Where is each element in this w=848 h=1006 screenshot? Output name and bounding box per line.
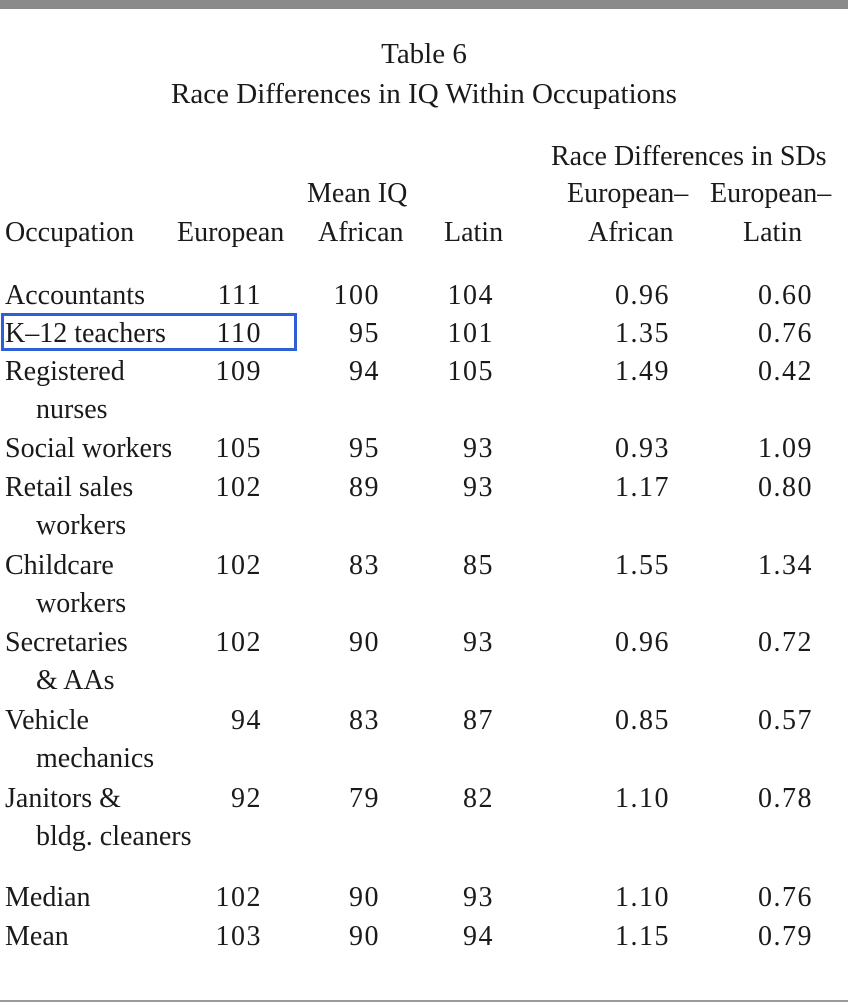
occupation-cell-continued: mechanics [36, 743, 155, 774]
european-african-sd-cell: 1.15 [615, 921, 670, 952]
bottom-rule [0, 1000, 848, 1002]
latin-iq-cell: 93 [463, 472, 494, 503]
african-iq-cell: 90 [349, 921, 380, 952]
european-iq-cell: 102 [215, 550, 262, 581]
occupation-cell: Secretaries [5, 627, 128, 658]
african-iq-cell: 95 [349, 318, 380, 349]
latin-iq-cell: 94 [463, 921, 494, 952]
african-iq-cell: 95 [349, 433, 380, 464]
european-latin-sd-cell: 0.76 [758, 882, 813, 913]
header-european-latin-top: European– [710, 178, 832, 209]
latin-iq-cell: 104 [447, 280, 494, 311]
summary-label-cell: Median [5, 882, 91, 913]
european-african-sd-cell: 1.35 [615, 318, 670, 349]
occupation-cell: Retail sales [5, 472, 134, 503]
african-iq-cell: 100 [333, 280, 380, 311]
european-iq-cell: 102 [215, 627, 262, 658]
table-subtitle: Race Differences in IQ Within Occupation… [171, 78, 677, 110]
european-african-sd-cell: 1.10 [615, 783, 670, 814]
header-european: European [177, 217, 285, 248]
occupation-cell: Janitors & [5, 783, 121, 814]
european-african-sd-cell: 1.17 [615, 472, 670, 503]
occupation-cell: Vehicle [5, 705, 89, 736]
european-latin-sd-cell: 0.60 [758, 280, 813, 311]
african-iq-cell: 79 [349, 783, 380, 814]
latin-iq-cell: 105 [447, 356, 494, 387]
highlight-box [1, 313, 297, 351]
european-latin-sd-cell: 1.09 [758, 433, 813, 464]
occupation-cell: Childcare [5, 550, 114, 581]
header-european-latin-bottom: Latin [743, 217, 803, 248]
european-iq-cell: 105 [215, 433, 262, 464]
occupation-cell-continued: & AAs [36, 665, 115, 696]
european-latin-sd-cell: 0.80 [758, 472, 813, 503]
occupation-cell: Social workers [5, 433, 173, 464]
european-latin-sd-cell: 0.57 [758, 705, 813, 736]
european-iq-cell: 94 [231, 705, 262, 736]
header-european-african-top: European– [567, 178, 689, 209]
header-african: African [318, 217, 404, 248]
european-latin-sd-cell: 0.76 [758, 318, 813, 349]
european-african-sd-cell: 0.96 [615, 627, 670, 658]
african-iq-cell: 89 [349, 472, 380, 503]
occupation-cell-continued: nurses [36, 394, 108, 425]
occupation-cell-continued: workers [36, 510, 127, 541]
african-iq-cell: 94 [349, 356, 380, 387]
african-iq-cell: 83 [349, 550, 380, 581]
latin-iq-cell: 85 [463, 550, 494, 581]
header-latin: Latin [444, 217, 504, 248]
latin-iq-cell: 93 [463, 627, 494, 658]
european-african-sd-cell: 0.85 [615, 705, 670, 736]
african-iq-cell: 90 [349, 882, 380, 913]
european-iq-cell: 92 [231, 783, 262, 814]
occupation-cell-continued: workers [36, 588, 127, 619]
header-mean-iq: Mean IQ [307, 178, 408, 209]
latin-iq-cell: 101 [447, 318, 494, 349]
header-race-differences: Race Differences in SDs [551, 141, 827, 172]
european-iq-cell: 110 [216, 318, 262, 349]
latin-iq-cell: 93 [463, 433, 494, 464]
european-iq-cell: 109 [215, 356, 262, 387]
european-iq-cell: 111 [217, 280, 262, 311]
table-title: Table 6 [381, 38, 467, 70]
african-iq-cell: 83 [349, 705, 380, 736]
top-rule [0, 0, 848, 9]
european-iq-cell: 103 [215, 921, 262, 952]
occupation-cell: Registered [5, 356, 125, 387]
european-latin-sd-cell: 0.72 [758, 627, 813, 658]
european-iq-cell: 102 [215, 882, 262, 913]
header-occupation: Occupation [5, 217, 135, 248]
european-latin-sd-cell: 0.78 [758, 783, 813, 814]
european-african-sd-cell: 1.49 [615, 356, 670, 387]
european-iq-cell: 102 [215, 472, 262, 503]
european-african-sd-cell: 0.96 [615, 280, 670, 311]
european-latin-sd-cell: 1.34 [758, 550, 813, 581]
latin-iq-cell: 87 [463, 705, 494, 736]
european-african-sd-cell: 1.55 [615, 550, 670, 581]
european-african-sd-cell: 1.10 [615, 882, 670, 913]
european-african-sd-cell: 0.93 [615, 433, 670, 464]
african-iq-cell: 90 [349, 627, 380, 658]
header-european-african-bottom: African [588, 217, 674, 248]
latin-iq-cell: 82 [463, 783, 494, 814]
occupation-cell: Accountants [5, 280, 145, 311]
summary-label-cell: Mean [5, 921, 69, 952]
european-latin-sd-cell: 0.79 [758, 921, 813, 952]
occupation-cell-continued: bldg. cleaners [36, 821, 192, 852]
european-latin-sd-cell: 0.42 [758, 356, 813, 387]
latin-iq-cell: 93 [463, 882, 494, 913]
occupation-cell: K–12 teachers [5, 318, 166, 349]
